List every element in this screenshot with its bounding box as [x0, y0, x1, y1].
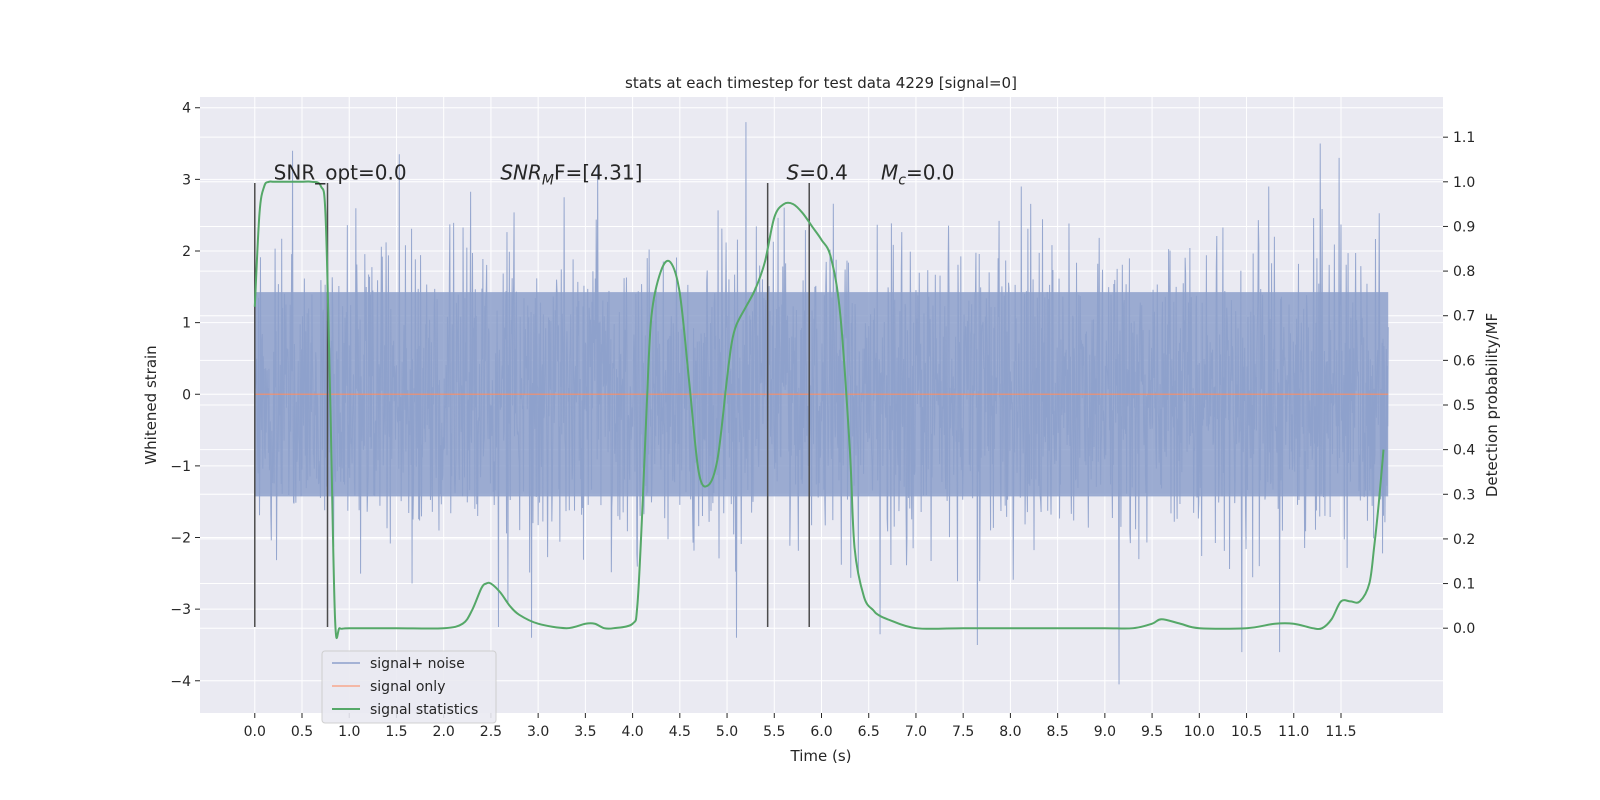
- annotation-snr-mf-rest: F=[4.31]: [554, 160, 642, 184]
- y2-tick-label: 0.3: [1453, 487, 1475, 503]
- y2-tick-label: 0.1: [1453, 577, 1475, 593]
- signal-noise-line: [254, 122, 1389, 685]
- y-axis-label: Whitened strain: [142, 345, 160, 464]
- y2-tick-label: 0.2: [1453, 532, 1475, 548]
- annotation-mc: Mc=0.0: [881, 160, 955, 188]
- x-tick-label: 11.0: [1278, 724, 1309, 740]
- y2-tick-label: 1.1: [1453, 130, 1475, 146]
- x-tick-label: 9.0: [1094, 724, 1116, 740]
- y-tick-label: −4: [170, 674, 191, 690]
- axes: 0.0 0.5 1.0 1.5 2.0 2.5 3.0 3.5 4.0 4.5 5.0 5.5 6.0 6…: [170, 101, 1475, 740]
- y-tick-label: 0: [182, 387, 191, 403]
- y-tick-label: 4: [182, 101, 191, 117]
- y2-tick-label: 0.7: [1453, 309, 1475, 325]
- x-tick-label: 1.5: [385, 724, 407, 740]
- x-tick-label: 8.0: [999, 724, 1021, 740]
- y2-axis-label: Detection probability/MF: [1483, 313, 1501, 497]
- y-tick-label: −2: [170, 531, 191, 547]
- y-tick-label: 2: [182, 244, 191, 260]
- annotation-s-rest: =0.4: [799, 160, 848, 184]
- x-tick-label: 6.0: [810, 724, 832, 740]
- x-tick-label: 2.0: [433, 724, 455, 740]
- x-tick-label: 2.5: [480, 724, 502, 740]
- x-tick-label: 3.0: [527, 724, 549, 740]
- y-tick-label: −3: [170, 602, 191, 618]
- x-tick-label: 1.0: [338, 724, 360, 740]
- chart-title: stats at each timestep for test data 422…: [625, 74, 1017, 92]
- annotation-s: S=0.4: [787, 160, 848, 184]
- annotation-snr-mf: SNRMF=[4.31]: [500, 160, 642, 188]
- legend: signal+ noise signal only signal statist…: [321, 650, 497, 724]
- annotation-snr-mf-sub: M: [542, 172, 554, 188]
- x-tick-label: 3.5: [574, 724, 596, 740]
- y2-tick-label: 0.0: [1453, 621, 1475, 637]
- x-tick-label: 11.5: [1325, 724, 1356, 740]
- annotation-mc-base: M: [881, 160, 898, 184]
- y2-tick-label: 0.8: [1453, 264, 1475, 280]
- x-tick-label: 5.5: [763, 724, 785, 740]
- y2-tick-label: 0.5: [1453, 398, 1475, 414]
- signal-statistics-line: [253, 180, 1385, 639]
- x-tick-label: 10.5: [1231, 724, 1262, 740]
- x-tick-label: 6.5: [858, 724, 880, 740]
- legend-label-signal-statistics: signal statistics: [370, 702, 478, 718]
- x-tick-label: 10.0: [1184, 724, 1215, 740]
- x-tick-label: 8.5: [1046, 724, 1068, 740]
- x-tick-label: 7.5: [952, 724, 974, 740]
- y-tick-label: −1: [170, 459, 191, 475]
- x-tick-label: 9.5: [1141, 724, 1163, 740]
- annotation-snr-opt: SNR_opt=0.0: [274, 160, 407, 184]
- legend-label-signal-noise: signal+ noise: [370, 656, 465, 672]
- y2-tick-label: 1.0: [1453, 175, 1475, 191]
- y-tick-label: 3: [182, 172, 191, 188]
- x-axis-label: Time (s): [790, 747, 852, 765]
- annotation-mc-rest: =0.0: [906, 160, 955, 184]
- annotation-snr-mf-base: SNR: [500, 160, 542, 184]
- y2-tick-label: 0.6: [1453, 353, 1475, 369]
- x-tick-label: 0.5: [291, 724, 313, 740]
- legend-box: [321, 650, 497, 724]
- legend-label-signal-only: signal only: [370, 679, 445, 695]
- x-tick-label: 7.0: [905, 724, 927, 740]
- y2-tick-label: 0.4: [1453, 443, 1475, 459]
- x-tick-label: 4.5: [669, 724, 691, 740]
- x-tick-label: 0.0: [244, 724, 266, 740]
- x-tick-label: 4.0: [621, 724, 643, 740]
- annotation-s-base: S: [787, 160, 800, 184]
- y-tick-label: 1: [182, 316, 191, 332]
- x-tick-label: 5.0: [716, 724, 738, 740]
- annotations: SNR_opt=0.0 SNRMF=[4.31] S=0.4 Mc=0.0: [274, 160, 955, 188]
- y2-tick-label: 0.9: [1453, 219, 1475, 235]
- annotation-mc-sub: c: [898, 172, 906, 188]
- signal-statistics-series: [253, 180, 1385, 639]
